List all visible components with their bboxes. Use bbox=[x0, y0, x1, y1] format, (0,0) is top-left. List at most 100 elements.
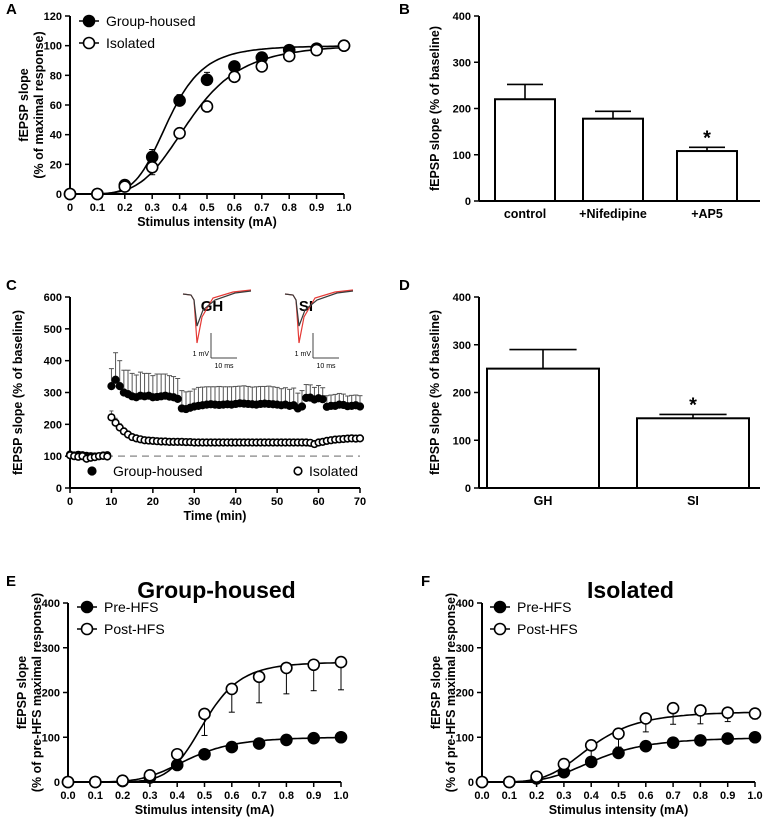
y-tick-label: 200 bbox=[42, 688, 60, 700]
y-axis-label: fEPSP slope bbox=[17, 68, 31, 141]
y-tick-label: 0 bbox=[468, 777, 474, 789]
data-point-post-hfs bbox=[307, 658, 321, 672]
x-tick-label: 0.6 bbox=[224, 790, 239, 802]
x-tick-label: 70 bbox=[354, 496, 366, 508]
panel-c-chart: 0 100 200 300 400 500 600 0 10 20 30 40 50 60 70 Time (… bbox=[11, 289, 366, 523]
data-point-isolated bbox=[91, 187, 104, 201]
x-category-label: SI bbox=[687, 494, 699, 508]
data-point-group-housed bbox=[173, 394, 182, 403]
legend-marker bbox=[493, 622, 507, 636]
data-point-group-housed bbox=[115, 382, 124, 391]
data-point-isolated bbox=[255, 60, 269, 73]
data-point-post-hfs bbox=[694, 704, 707, 717]
x-category-label: control bbox=[504, 207, 546, 221]
y-tick-label: 0 bbox=[56, 189, 62, 201]
data-point-post-hfs bbox=[666, 701, 680, 715]
y-axis-label: fEPSP slope bbox=[15, 656, 29, 729]
x-tick-label: 0.6 bbox=[227, 202, 242, 214]
data-point-pre-hfs bbox=[334, 730, 348, 744]
x-category-label: GH bbox=[534, 494, 553, 508]
panel-label-a: A bbox=[6, 1, 17, 18]
panel-label-c: C bbox=[6, 277, 17, 294]
data-point-group-housed bbox=[200, 73, 214, 87]
data-point-post-hfs bbox=[170, 747, 184, 761]
scale-label-time: 10 ms bbox=[214, 363, 234, 370]
chart-title: Group-housed bbox=[137, 577, 295, 603]
data-point-pre-hfs bbox=[280, 733, 293, 747]
x-tick-label: 0.9 bbox=[309, 202, 324, 214]
legend-label: Isolated bbox=[309, 463, 358, 479]
trace-pre bbox=[284, 290, 354, 327]
data-point-isolated bbox=[173, 126, 186, 140]
data-point-isolated bbox=[355, 434, 365, 443]
x-tick-label: 0.7 bbox=[665, 790, 680, 802]
data-point-post-hfs bbox=[198, 707, 211, 721]
y-tick-label: 100 bbox=[453, 435, 471, 447]
bar-gh bbox=[486, 367, 600, 489]
data-point-group-housed bbox=[111, 375, 120, 384]
y-tick-label: 200 bbox=[456, 688, 474, 700]
data-point-group-housed bbox=[355, 402, 365, 411]
legend-marker bbox=[80, 622, 94, 636]
x-tick-label: 10 bbox=[105, 496, 117, 508]
y-tick-label: 100 bbox=[42, 732, 60, 744]
data-point-post-hfs bbox=[116, 774, 129, 787]
data-point-isolated bbox=[228, 70, 241, 84]
y-axis-label: fEPSP slope bbox=[429, 656, 443, 729]
x-tick-label: 0.1 bbox=[502, 790, 517, 802]
x-tick-label: 1.0 bbox=[333, 790, 348, 802]
legend-label: Isolated bbox=[106, 35, 155, 51]
legend-label: Pre-HFS bbox=[517, 599, 571, 615]
y-tick-label: 400 bbox=[42, 598, 60, 610]
x-tick-label: 0.0 bbox=[474, 790, 489, 802]
x-tick-label: 0 bbox=[67, 496, 73, 508]
y-tick-label: 600 bbox=[44, 292, 62, 304]
y-tick-label: 100 bbox=[44, 451, 62, 463]
panel-label-e: E bbox=[6, 573, 16, 590]
panel-f-chart: 0 100 200 300 400 0.0 0.1 0.2 0.3 0.4 0.5 0.6 0.7 0.8… bbox=[429, 577, 763, 817]
legend-marker bbox=[493, 600, 507, 614]
data-point-post-hfs bbox=[557, 757, 571, 771]
y-tick-label: 100 bbox=[456, 732, 474, 744]
legend-label: Group-housed bbox=[113, 463, 203, 479]
y-tick-label: 80 bbox=[50, 70, 62, 82]
panel-label-d: D bbox=[399, 277, 410, 294]
x-tick-label: 0.3 bbox=[556, 790, 571, 802]
scale-label-voltage: 1 mV bbox=[193, 351, 210, 358]
x-tick-label: 0.5 bbox=[199, 202, 214, 214]
data-point-pre-hfs bbox=[170, 758, 184, 772]
x-tick-label: 0.7 bbox=[254, 202, 269, 214]
y-tick-label: 0 bbox=[56, 483, 62, 495]
data-point-pre-hfs bbox=[584, 755, 598, 769]
legend-marker bbox=[293, 466, 303, 476]
x-axis-label: Stimulus intensity (mA) bbox=[549, 803, 689, 817]
y-axis-label-2: (% of pre-HFS maximal response) bbox=[30, 593, 44, 792]
bar--nifedipine bbox=[582, 117, 644, 202]
data-point-isolated bbox=[310, 43, 323, 57]
data-point-post-hfs bbox=[475, 775, 489, 789]
x-tick-label: 0.4 bbox=[172, 202, 188, 214]
x-tick-label: 0.4 bbox=[170, 790, 186, 802]
x-tick-label: 0.3 bbox=[142, 790, 157, 802]
legend-marker bbox=[80, 600, 94, 614]
x-axis-label: Time (min) bbox=[184, 509, 247, 523]
x-tick-label: 0.5 bbox=[611, 790, 626, 802]
x-tick-label: 0.3 bbox=[145, 202, 160, 214]
y-tick-label: 200 bbox=[453, 388, 471, 400]
data-point-isolated bbox=[200, 100, 214, 113]
y-tick-label: 200 bbox=[453, 104, 471, 116]
data-point-group-housed bbox=[107, 382, 116, 391]
data-point-post-hfs bbox=[584, 739, 598, 752]
data-point-isolated bbox=[107, 413, 116, 422]
x-tick-label: 0.7 bbox=[251, 790, 266, 802]
fit-curve-isolated bbox=[70, 46, 345, 195]
y-tick-label: 400 bbox=[453, 292, 471, 304]
y-tick-label: 300 bbox=[456, 643, 474, 655]
inset-label: GH bbox=[201, 298, 224, 315]
y-tick-label: 0 bbox=[54, 777, 60, 789]
x-tick-label: 0.2 bbox=[115, 790, 130, 802]
x-tick-label: 0.8 bbox=[282, 202, 297, 214]
data-point-post-hfs bbox=[334, 655, 348, 669]
data-point-pre-hfs bbox=[748, 730, 762, 744]
data-point-post-hfs bbox=[252, 670, 266, 684]
